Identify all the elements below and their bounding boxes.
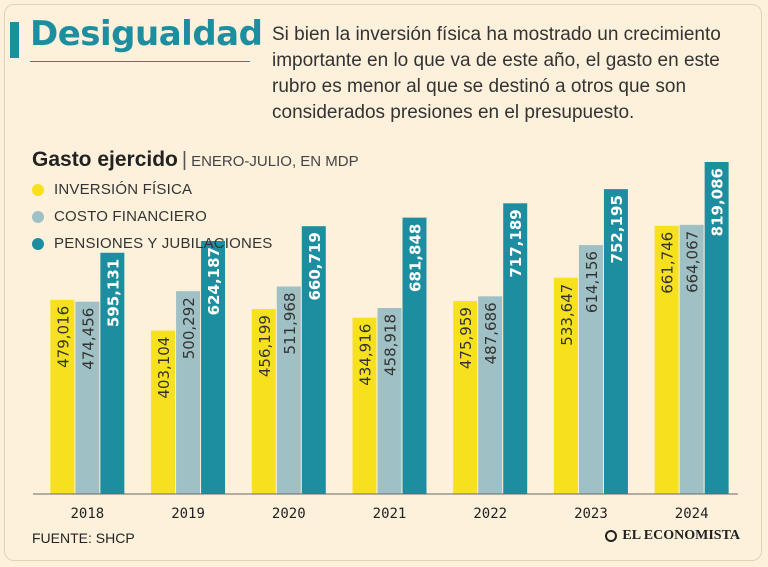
bar-label-2022-s2: 717,189 — [507, 209, 525, 277]
bar-2024-s2 — [704, 162, 729, 494]
bar-2019-s0 — [151, 330, 176, 494]
bar-label-2024-s1: 664,067 — [684, 231, 702, 293]
bar-2020-s2 — [301, 226, 326, 495]
bar-label-2023-s2: 752,195 — [608, 195, 626, 263]
bar-label-2021-s0: 434,916 — [357, 324, 375, 386]
title-accent-bar — [10, 22, 19, 58]
chart-heading: Gasto ejercido | ENERO-JULIO, EN MDP — [32, 148, 359, 172]
legend-label-pensiones: PENSIONES Y JUBILACIONES — [54, 235, 273, 252]
bar-2021-s2 — [402, 217, 427, 495]
logo-text: EL ECONOMISTA — [622, 528, 740, 543]
legend-swatch-pensiones — [32, 237, 44, 250]
legend-item-inversion: INVERSIÓN FÍSICA — [32, 176, 272, 203]
intro-text: Si bien la inversión física ha mostrado … — [272, 24, 721, 123]
x-tick-label-2022: 2022 — [473, 506, 507, 522]
page-title: Desigualdad — [30, 14, 263, 54]
bar-2018-s1 — [75, 301, 100, 494]
logo-icon — [605, 530, 618, 542]
bar-label-2021-s1: 458,918 — [382, 314, 400, 376]
source-note: FUENTE: SHCP — [32, 530, 135, 546]
bar-2023-s0 — [553, 277, 578, 494]
bar-label-2018-s2: 595,131 — [104, 259, 122, 327]
bar-2023-s2 — [603, 189, 628, 494]
bar-label-2018-s0: 479,016 — [54, 306, 72, 368]
bar-label-2019-s0: 403,104 — [155, 337, 173, 399]
legend-label-inversion: INVERSIÓN FÍSICA — [54, 181, 193, 198]
bar-2018-s0 — [50, 299, 75, 494]
title-underline — [30, 61, 250, 62]
legend-label-costo: COSTO FINANCIERO — [54, 208, 207, 225]
legend-item-costo: COSTO FINANCIERO — [32, 203, 272, 230]
bar-2024-s1 — [679, 224, 704, 494]
bar-2022-s1 — [478, 296, 503, 494]
bar-2018-s2 — [100, 252, 125, 494]
infographic-frame — [4, 4, 762, 561]
chart-legend: INVERSIÓN FÍSICA COSTO FINANCIERO PENSIO… — [32, 176, 272, 257]
bar-label-2023-s0: 533,647 — [558, 284, 576, 346]
x-tick-label-2023: 2023 — [574, 506, 608, 522]
bar-label-2020-s2: 660,719 — [306, 232, 324, 300]
bar-2022-s2 — [503, 203, 528, 495]
chart-title: Gasto ejercido — [32, 148, 178, 171]
legend-item-pensiones: PENSIONES Y JUBILACIONES — [32, 230, 272, 257]
x-tick-label-2019: 2019 — [171, 506, 205, 522]
bar-2019-s2 — [201, 240, 226, 494]
bar-label-2022-s1: 487,686 — [482, 302, 500, 364]
bar-label-2024-s2: 819,086 — [709, 168, 727, 236]
x-tick-label-2020: 2020 — [272, 506, 306, 522]
bar-label-2018-s1: 474,456 — [79, 308, 97, 370]
bar-2024-s0 — [654, 225, 679, 494]
x-tick-label-2018: 2018 — [70, 506, 104, 522]
legend-swatch-costo — [32, 210, 44, 223]
bar-2020-s0 — [251, 309, 276, 494]
x-tick-label-2024: 2024 — [675, 506, 709, 522]
chart-subtitle: ENERO-JULIO, EN MDP — [191, 153, 359, 170]
bar-label-2019-s1: 500,292 — [180, 297, 198, 359]
bar-label-2020-s0: 456,199 — [256, 315, 274, 377]
bar-2021-s0 — [352, 317, 377, 494]
bar-2020-s1 — [276, 286, 301, 494]
bar-label-2019-s2: 624,187 — [205, 247, 223, 315]
bar-2019-s1 — [176, 291, 201, 494]
bar-2021-s1 — [377, 307, 402, 494]
bar-label-2021-s2: 681,848 — [407, 224, 425, 292]
bar-2022-s0 — [453, 301, 478, 494]
legend-swatch-inversion — [32, 183, 44, 196]
bar-label-2024-s0: 661,746 — [659, 232, 677, 294]
x-tick-label-2021: 2021 — [373, 506, 407, 522]
chart-title-separator: | — [181, 149, 188, 171]
bar-label-2022-s0: 475,959 — [457, 307, 475, 369]
bar-2023-s1 — [578, 245, 603, 494]
publisher-logo: EL ECONOMISTA — [605, 528, 740, 544]
bar-label-2020-s1: 511,968 — [281, 292, 299, 354]
bar-label-2023-s1: 614,156 — [583, 251, 601, 313]
